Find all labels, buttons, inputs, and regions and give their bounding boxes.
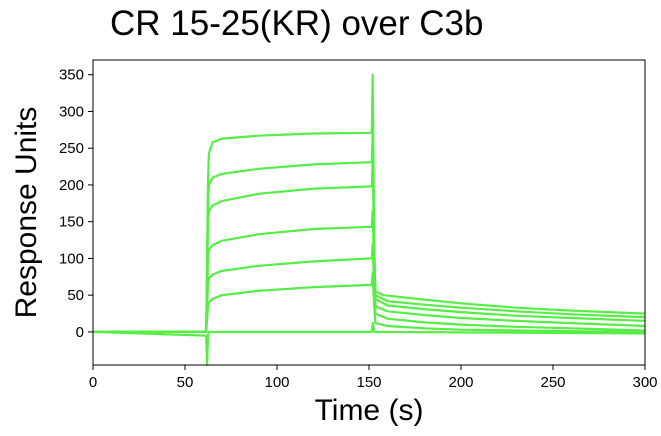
y-tick-label: 0 (76, 324, 84, 341)
x-axis-label: Time (s) (315, 394, 424, 427)
sensorgram-line-6 (93, 272, 646, 333)
sensorgram-line-3 (93, 158, 646, 333)
y-tick-label: 350 (59, 67, 84, 84)
x-tick-label: 250 (540, 374, 565, 391)
sensorgram-line-4 (93, 209, 646, 333)
x-tick-label: 100 (264, 374, 289, 391)
y-tick-label: 250 (59, 140, 84, 157)
x-tick-label: 300 (632, 374, 657, 391)
sensorgram-line-1 (93, 73, 646, 333)
x-axis-ticks: 0 50 100 150 200 250 300 (89, 365, 658, 391)
y-tick-label: 100 (59, 250, 84, 267)
x-tick-label: 50 (177, 374, 194, 391)
chart-title: CR 15-25(KR) over C3b (110, 4, 484, 43)
y-tick-label: 300 (59, 103, 84, 120)
plot-lines (92, 73, 646, 367)
y-axis-label: Response Units (10, 107, 43, 319)
sensorgram-line-7 (92, 322, 646, 367)
y-tick-label: 200 (59, 177, 84, 194)
sensorgram-line-2 (93, 132, 646, 333)
x-tick-label: 150 (356, 374, 381, 391)
y-tick-label: 50 (67, 287, 84, 304)
y-axis-ticks: 0 50 100 150 200 250 300 350 (59, 67, 93, 341)
x-tick-label: 200 (448, 374, 473, 391)
x-tick-label: 0 (89, 374, 97, 391)
sensorgram-line-5 (93, 242, 646, 333)
plot-frame (92, 59, 646, 366)
y-tick-label: 150 (59, 214, 84, 231)
